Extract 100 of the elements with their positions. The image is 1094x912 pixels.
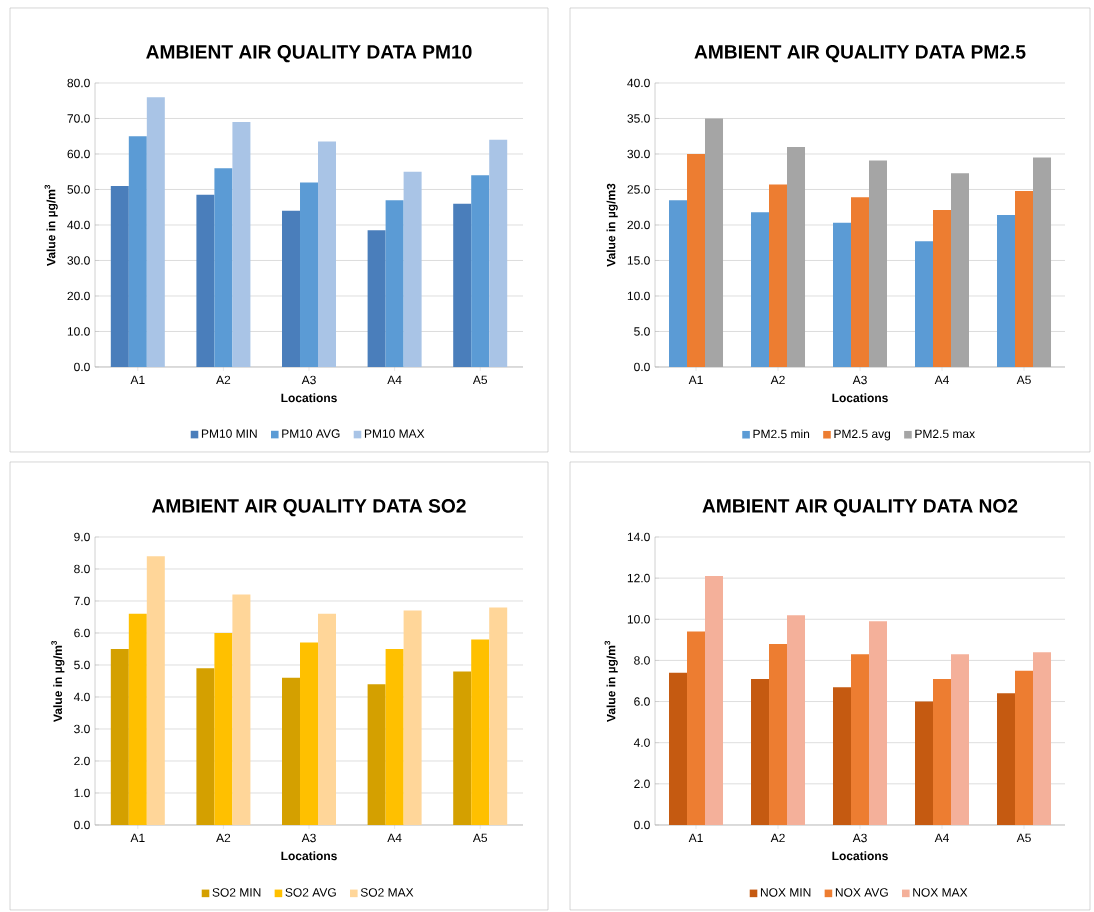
bar	[751, 678, 770, 825]
x-tick-label: A3	[301, 833, 316, 843]
y-tick-label: 0.0	[74, 820, 90, 830]
y-tick-label: 5.0	[74, 660, 90, 670]
y-tick-label: 4.0	[73, 692, 90, 702]
legend-label: NOX AVG	[835, 888, 888, 897]
y-tick-label: 25.0	[627, 185, 650, 194]
bar	[833, 687, 852, 825]
y-tick-label: 2.0	[74, 756, 90, 766]
bar	[933, 210, 951, 367]
y-tick-label: 50.0	[67, 185, 90, 194]
legend-label: NOX MIN	[760, 888, 811, 897]
x-tick-label: A2	[770, 833, 785, 843]
bar	[300, 182, 319, 367]
x-tick-label: A5	[1016, 833, 1031, 843]
y-axis-title: Value in µg/m$^{3}$	[51, 640, 65, 722]
bar	[128, 613, 147, 825]
y-tick-label: 0.0	[634, 820, 650, 830]
y-tick-label: 4.0	[633, 738, 650, 747]
x-tick-label: A2	[770, 375, 785, 385]
x-tick-label: A2	[216, 375, 231, 385]
x-tick-label: A3	[852, 375, 867, 385]
y-tick-label: 8.0	[634, 656, 650, 665]
bar	[146, 556, 165, 825]
y-tick-label: 70.0	[67, 114, 90, 123]
y-tick-label: 40.0	[627, 78, 650, 88]
bar	[214, 632, 233, 825]
y-tick-label: 0.0	[74, 362, 90, 372]
x-tick-label: A5	[1016, 375, 1031, 385]
bar	[196, 668, 215, 825]
y-tick-label: 6.0	[74, 628, 90, 638]
bar	[110, 648, 129, 825]
x-tick-label: A5	[472, 833, 488, 843]
x-tick-label: A3	[301, 375, 316, 385]
bar	[282, 677, 301, 825]
x-axis-title: Locations	[832, 393, 888, 403]
y-tick-label: 6.0	[634, 697, 650, 706]
x-axis-title: Locations	[832, 851, 888, 861]
bar	[128, 136, 147, 367]
y-tick-label: 2.0	[634, 779, 650, 789]
bar	[1015, 670, 1033, 825]
y-tick-label: 15.0	[627, 256, 650, 265]
bar	[385, 200, 404, 367]
y-tick-label: 0.0	[634, 362, 650, 372]
y-tick-label: 20.0	[67, 291, 90, 301]
bar	[687, 153, 706, 367]
chart-title: AMBIENT AIR QUALITY DATA PM2.5	[694, 45, 1026, 63]
y-tick-label: 30.0	[67, 256, 90, 265]
bar	[769, 184, 788, 367]
bar	[705, 576, 724, 825]
y-tick-label: 9.0	[74, 532, 90, 542]
bar	[997, 215, 1015, 367]
bar	[915, 241, 934, 367]
bar	[851, 197, 870, 367]
legend-label: SO2 AVG	[285, 888, 336, 897]
y-tick-label: 5.0	[634, 327, 650, 336]
bar	[1033, 652, 1052, 825]
y-tick-label: 20.0	[627, 220, 650, 230]
bar	[687, 631, 706, 825]
legend-label: PM2.5 min	[753, 429, 810, 439]
bar	[367, 230, 386, 367]
y-tick-label: 35.0	[627, 114, 650, 123]
bar	[403, 171, 422, 367]
legend-label: NOX MAX	[913, 888, 968, 897]
bar	[1015, 190, 1033, 367]
x-tick-label: A3	[852, 833, 867, 843]
y-tick-label: 60.0	[67, 149, 90, 159]
x-tick-label: A4	[387, 833, 402, 842]
chart-title: AMBIENT AIR QUALITY DATA PM10	[146, 45, 472, 63]
legend-label: SO2 MIN	[212, 888, 261, 897]
legend-label: PM2.5 avg	[834, 429, 891, 441]
bar	[489, 607, 508, 825]
bar	[146, 97, 165, 367]
bar	[318, 141, 337, 367]
bar	[300, 642, 319, 825]
x-tick-label: A2	[216, 833, 231, 843]
bar	[769, 643, 788, 825]
y-tick-label: 80.0	[67, 78, 90, 88]
legend-label: SO2 MAX	[360, 888, 414, 897]
y-tick-label: 7.0	[74, 596, 90, 606]
x-tick-label: A4	[934, 375, 949, 384]
x-axis-title: Locations	[281, 851, 337, 861]
bar	[403, 610, 422, 825]
legend-label: PM10 AVG	[282, 429, 340, 438]
bar	[833, 222, 852, 367]
y-tick-label: 12.0	[627, 573, 650, 583]
y-tick-label: 10.0	[67, 327, 90, 336]
x-tick-label: A1	[688, 375, 703, 384]
bar	[471, 639, 490, 825]
bar	[933, 678, 951, 825]
bar	[489, 139, 508, 367]
y-tick-label: 10.0	[627, 615, 650, 624]
bar	[751, 212, 770, 367]
bar	[318, 613, 337, 825]
y-tick-label: 30.0	[627, 149, 650, 159]
y-axis-title: Value in µg/m$^{3}$	[44, 184, 58, 266]
bar	[851, 654, 870, 825]
bar	[669, 672, 688, 825]
legend-label: PM2.5 max	[915, 429, 975, 439]
y-tick-label: 10.0	[627, 291, 650, 301]
